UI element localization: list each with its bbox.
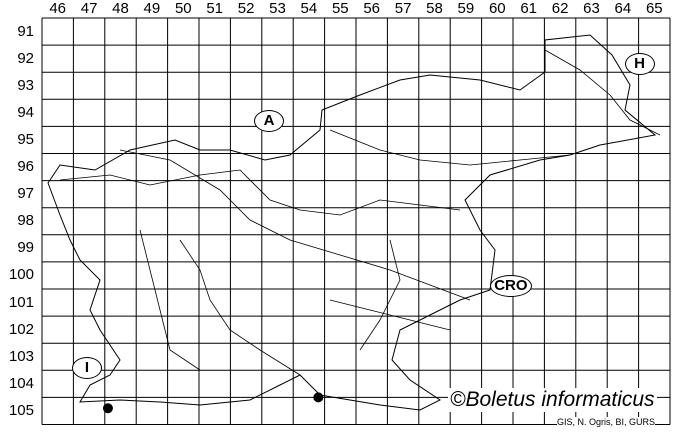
- river: [139, 229, 201, 371]
- row-label: 91: [17, 22, 34, 40]
- row-label: 105: [8, 401, 34, 419]
- row-label: 100: [8, 266, 34, 284]
- river: [119, 149, 471, 301]
- river: [59, 169, 461, 216]
- column-label: 51: [206, 0, 224, 17]
- column-label: 65: [645, 0, 663, 17]
- row-label: 98: [17, 212, 34, 230]
- column-label: 46: [49, 0, 67, 17]
- row-label: 104: [8, 374, 34, 392]
- column-label: 48: [112, 0, 129, 17]
- column-label: 55: [331, 0, 349, 17]
- column-label: 58: [426, 0, 443, 17]
- row-label: 92: [17, 49, 34, 67]
- river: [329, 129, 571, 166]
- row-label: 95: [17, 130, 34, 148]
- rivers: [59, 49, 661, 376]
- credit-text: GIS, N. Ogris, BI, GURS: [557, 417, 656, 427]
- column-label: 62: [551, 0, 569, 17]
- column-label: 47: [80, 0, 98, 17]
- river: [329, 299, 451, 331]
- copyright-text: ©Boletus informaticus: [448, 388, 657, 412]
- column-label: 64: [614, 0, 632, 17]
- country-label: CRO: [489, 275, 532, 298]
- row-label: 96: [17, 158, 34, 176]
- row-label: 93: [17, 76, 34, 94]
- column-label: 50: [174, 0, 192, 17]
- grid-lines: [41, 17, 671, 425]
- column-label: 57: [394, 0, 412, 17]
- column-label: 60: [488, 0, 506, 17]
- column-label: 63: [583, 0, 600, 17]
- column-label: 54: [300, 0, 318, 17]
- row-label: 102: [8, 320, 34, 338]
- column-label: 61: [520, 0, 538, 17]
- record-marker: [102, 403, 113, 414]
- record-marker: [313, 392, 324, 403]
- column-label: 52: [237, 0, 255, 17]
- row-label: 103: [8, 347, 34, 365]
- river: [179, 239, 301, 376]
- row-label: 94: [17, 103, 34, 121]
- river: [544, 49, 661, 136]
- column-label: 53: [269, 0, 286, 17]
- row-label: 99: [17, 239, 34, 257]
- column-label: 59: [457, 0, 475, 17]
- country-label: A: [254, 109, 285, 132]
- row-label: 101: [8, 293, 34, 311]
- column-label: 49: [143, 0, 161, 17]
- slovenia-border: [47, 34, 657, 411]
- country-label: I: [71, 356, 102, 379]
- country-label: H: [624, 53, 655, 76]
- column-label: 56: [363, 0, 381, 17]
- river: [359, 239, 401, 351]
- record-markers: [102, 392, 324, 414]
- row-label: 97: [17, 185, 34, 203]
